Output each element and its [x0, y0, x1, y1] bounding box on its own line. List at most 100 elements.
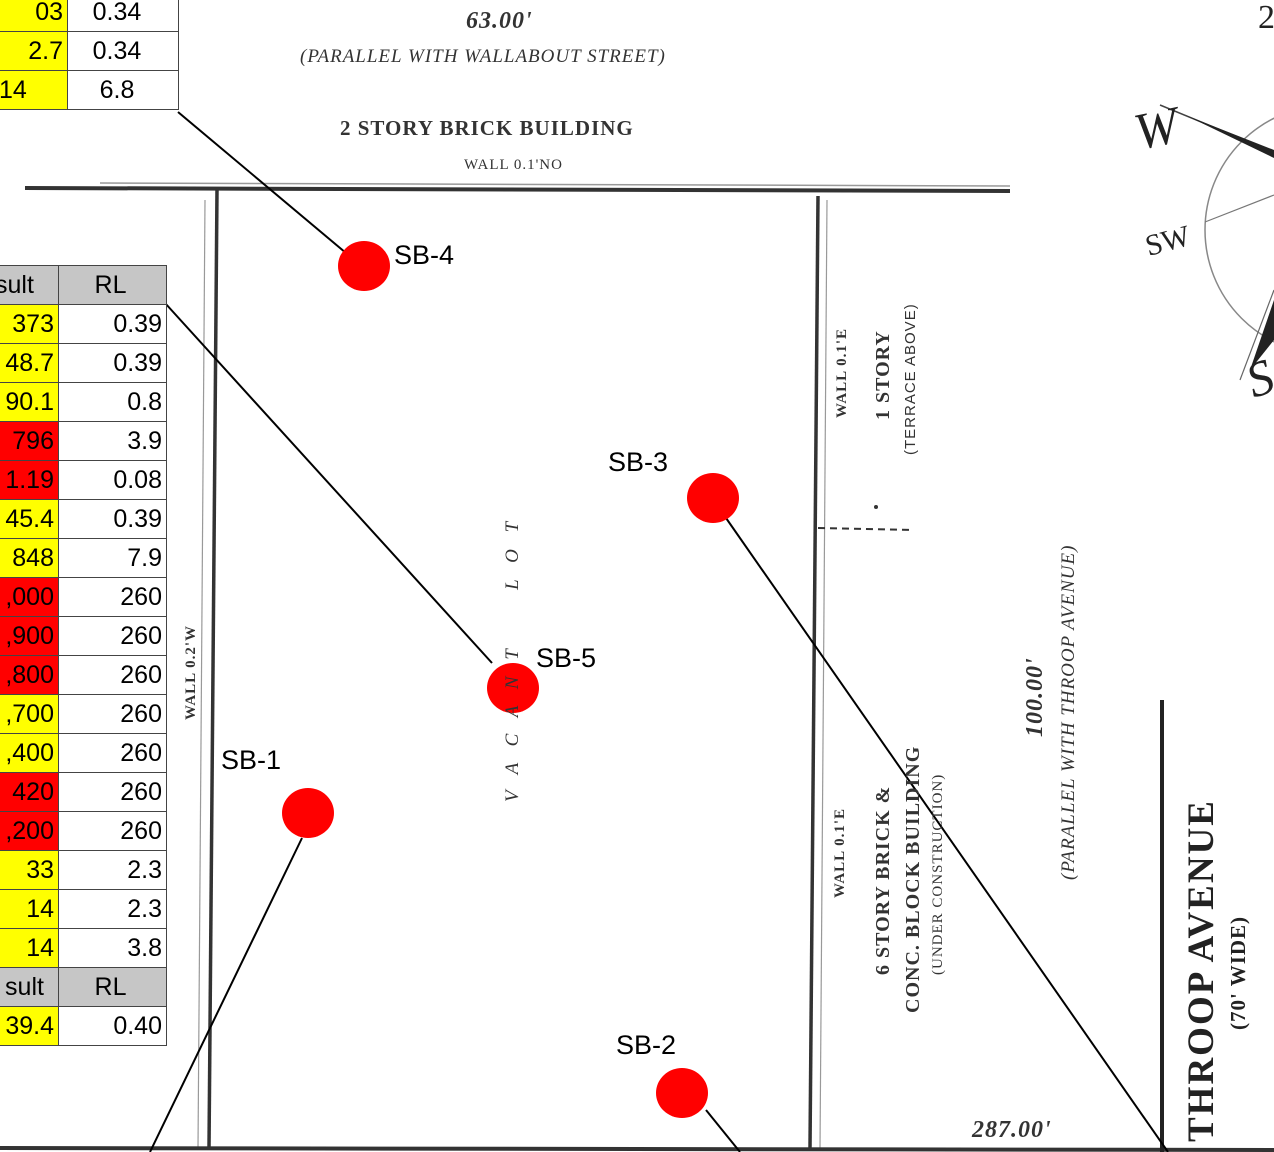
table-row: 420 260: [0, 772, 167, 812]
result-cell: 45.4: [0, 499, 59, 539]
six-story-label-2: CONC. BLOCK BUILDING: [902, 745, 924, 1013]
result-header: sult: [0, 265, 59, 305]
west-wall-outer: [207, 189, 219, 1149]
rl-cell: 0.34: [67, 31, 179, 71]
table-row: 33 2.3: [0, 850, 167, 890]
leader-line-sb3: [725, 517, 1169, 1152]
six-story-label-1: 6 STORY BRICK &: [872, 785, 894, 975]
terrace-label: (TERRACE ABOVE): [902, 303, 919, 455]
north-property-line: [24, 186, 1011, 193]
rl-cell: 0.39: [58, 343, 167, 383]
south-property-line: [0, 1146, 1274, 1152]
vacant-lot-label: V A C A N T L O T: [502, 515, 523, 802]
result-cell: ,000: [0, 577, 59, 617]
leader-line-sb4: [177, 111, 347, 254]
table-row: 48.7 0.39: [0, 343, 167, 383]
dot-mark: [874, 505, 878, 509]
main-results-table: sult RL 373 0.39 48.7 0.39 90.1 0.8 796 3.9 1.19…: [0, 265, 167, 1046]
result-cell: 39.4: [0, 1006, 59, 1046]
north-property-line-inner: [99, 182, 1011, 187]
rl-header: RL: [58, 967, 167, 1007]
result-cell: 48.7: [0, 343, 59, 383]
table-row: 90.1 0.8: [0, 382, 167, 422]
rl-cell: 2.3: [58, 889, 167, 929]
result-cell: 90.1: [0, 382, 59, 422]
boring-marker-sb2[interactable]: [656, 1068, 708, 1118]
boring-marker-sb1[interactable]: [282, 788, 334, 838]
west-wall-label: WALL 0.2'W: [183, 624, 199, 720]
one-story-label: 1 STORY: [872, 330, 894, 420]
table-row: 45.4 0.39: [0, 499, 167, 539]
table-row: 14 3.8: [0, 928, 167, 968]
compass-south-icon: S: [1238, 347, 1274, 408]
table-row: 39.4 0.40: [0, 1006, 167, 1046]
rl-cell: 260: [58, 655, 167, 695]
rl-cell: 0.08: [58, 460, 167, 500]
result-cell: 796: [0, 421, 59, 461]
table-row: ,000 260: [0, 577, 167, 617]
rl-cell: 260: [58, 772, 167, 812]
boring-marker-sb3[interactable]: [687, 473, 739, 523]
top-dimension-label: 63.00': [466, 8, 533, 34]
table-row: ,800 260: [0, 655, 167, 695]
rl-cell: 0.39: [58, 499, 167, 539]
boring-marker-sb4[interactable]: [338, 241, 390, 291]
result-header: sult: [0, 967, 59, 1007]
leader-line-sb5: [164, 302, 493, 664]
result-cell: 373: [0, 304, 59, 344]
result-cell: 2.7: [0, 31, 68, 71]
boring-label-sb4: SB-4: [394, 240, 455, 270]
top-results-table: 03 0.34 2.7 0.34 14 6.8: [0, 0, 179, 110]
table-row: ,700 260: [0, 694, 167, 734]
table-row: 848 7.9: [0, 538, 167, 578]
under-construction-label: (UNDER CONSTRUCTION): [930, 773, 946, 975]
table-row: 373 0.39: [0, 304, 167, 344]
result-cell: 14: [0, 928, 59, 968]
compass-rose: [1159, 104, 1274, 381]
boring-label-sb1: SB-1: [221, 745, 282, 775]
north-wall-label: WALL 0.1'NO: [464, 157, 563, 173]
west-wall-inner: [197, 199, 206, 1149]
rl-cell: 0.40: [58, 1006, 167, 1046]
table-row: 2.7 0.34: [0, 31, 179, 71]
side-parallel-label: (PARALLEL WITH THROOP AVENUE): [1058, 544, 1079, 880]
east-wall-upper-label: WALL 0.1'E: [834, 327, 850, 418]
leader-line-sb2: [705, 1109, 741, 1152]
rl-cell: 260: [58, 577, 167, 617]
rl-cell: 3.9: [58, 421, 167, 461]
street-width-label: (70' WIDE): [1226, 915, 1250, 1030]
result-cell: 848: [0, 538, 59, 578]
table-row: 14 2.3: [0, 889, 167, 929]
table-row: 796 3.9: [0, 421, 167, 461]
boring-label-sb5: SB-5: [536, 643, 597, 673]
east-wall-inner: [819, 199, 828, 1149]
boring-label-sb3: SB-3: [608, 447, 669, 477]
dashed-division-line: [817, 527, 913, 531]
result-cell: 33: [0, 850, 59, 890]
result-cell: 14: [0, 889, 59, 929]
boring-marker-sb5[interactable]: [487, 663, 539, 713]
east-wall-outer: [808, 195, 820, 1149]
result-cell: ,700: [0, 694, 59, 734]
leader-line-sb1: [149, 837, 303, 1152]
table-row: ,200 260: [0, 811, 167, 851]
rl-cell: 260: [58, 733, 167, 773]
street-name-label: THROOP AVENUE: [1181, 799, 1222, 1142]
top-parallel-label: (PARALLEL WITH WALLABOUT STREET): [300, 46, 666, 67]
compass-west-icon: W: [1129, 96, 1188, 162]
result-cell: ,200: [0, 811, 59, 851]
rl-cell: 0.34: [67, 0, 179, 32]
table-header-row: sult RL: [0, 265, 167, 305]
rl-cell: 3.8: [58, 928, 167, 968]
east-wall-lower-label: WALL 0.1'E: [832, 807, 848, 898]
rl-header: RL: [58, 265, 167, 305]
rl-cell: 0.8: [58, 382, 167, 422]
table-row: ,900 260: [0, 616, 167, 656]
table-row: 1.19 0.08: [0, 460, 167, 500]
result-cell: 1.19: [0, 460, 59, 500]
table-header-row: sult RL: [0, 967, 167, 1007]
result-cell: ,800: [0, 655, 59, 695]
table-row: 14 6.8: [0, 70, 179, 110]
rl-cell: 2.3: [58, 850, 167, 890]
